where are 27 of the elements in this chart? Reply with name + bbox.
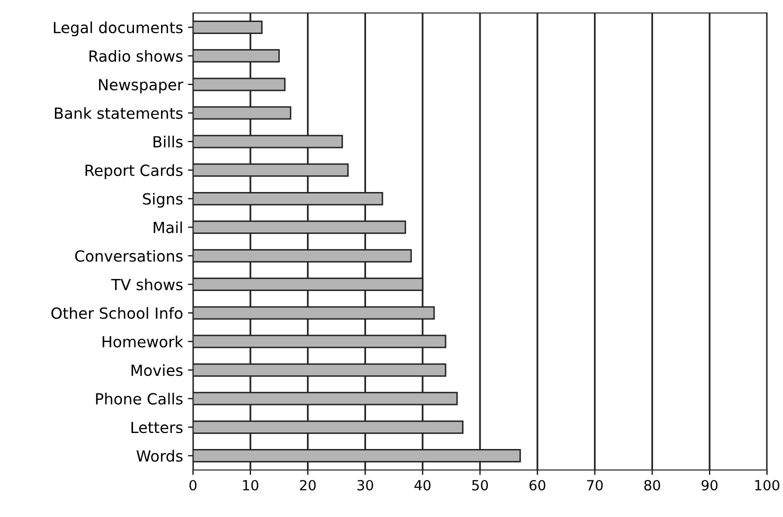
y-tick-label: Mail	[154, 221, 182, 234]
y-tick-label: Homework	[102, 336, 184, 348]
y-tick-label: Conversations	[75, 250, 183, 262]
y-tick-label: Words	[136, 450, 183, 462]
y-tick-label: Radio shows	[90, 50, 183, 62]
x-tick-label: 90	[702, 480, 718, 490]
x-tick-label: 70	[587, 480, 603, 490]
y-tick-label: Phone Calls	[96, 392, 183, 405]
y-tick-label: Legal documents	[54, 21, 183, 36]
y-tick-label: Newspaper	[99, 79, 184, 94]
y-tick-label: Other School Info	[51, 307, 182, 319]
x-tick-label: 100	[755, 480, 780, 490]
x-tick-label: 80	[644, 480, 660, 490]
y-tick-label: Report Cards	[86, 164, 183, 180]
y-tick-label: Movies	[132, 364, 183, 376]
x-tick-label: 0	[189, 480, 196, 490]
x-tick-label: 20	[300, 480, 316, 490]
x-tick-label: 40	[414, 480, 431, 490]
x-tick-label: 60	[530, 480, 546, 490]
y-tick-label: Bills	[154, 136, 183, 148]
y-tick-label: Letters	[132, 422, 183, 434]
x-tick-label: 50	[472, 480, 488, 490]
x-tick-label: 30	[357, 480, 374, 490]
y-tick-label: TV shows	[111, 278, 183, 290]
x-tick-label: 10	[243, 480, 258, 490]
y-tick-label: Bank statements	[54, 107, 183, 119]
y-tick-label: Signs	[143, 192, 183, 208]
